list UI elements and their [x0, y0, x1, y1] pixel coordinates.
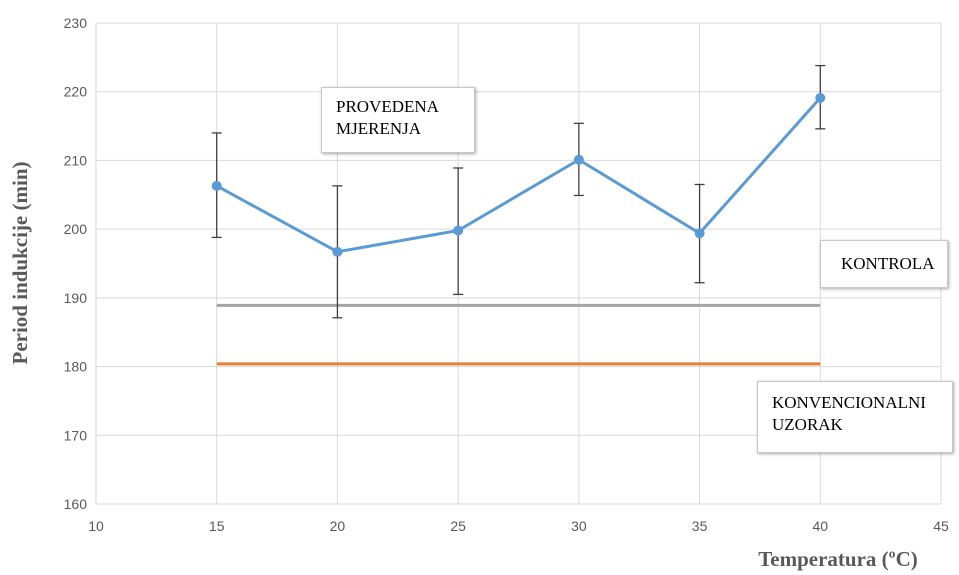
- measured-data-point: [815, 92, 826, 103]
- y-tick-label: 160: [64, 496, 88, 512]
- x-tick-label: 25: [450, 518, 466, 534]
- x-tick-label: 35: [692, 518, 708, 534]
- y-axis-ticks: 160 170 180 190 200 210 220 230: [64, 15, 88, 512]
- control-label: KONTROLA: [841, 254, 935, 273]
- x-axis-ticks: 10 15 20 25 30 35 40 45: [88, 518, 949, 534]
- x-tick-label: 30: [571, 518, 587, 534]
- measured-label-line2: MJERENJA: [336, 119, 422, 138]
- y-axis-title: Period indukcije (min): [8, 161, 32, 364]
- x-tick-label: 15: [209, 518, 225, 534]
- y-tick-label: 180: [64, 359, 88, 375]
- x-axis-title: Temperatura (ºC): [758, 547, 918, 571]
- conventional-label-line2: UZORAK: [772, 415, 843, 434]
- control-label-box: KONTROLA: [820, 240, 948, 288]
- x-tick-label: 40: [812, 518, 828, 534]
- x-tick-label: 10: [88, 518, 104, 534]
- conventional-label-line1: KONVENCIONALNI: [772, 393, 926, 412]
- y-tick-label: 200: [64, 221, 88, 237]
- conventional-label-box: KONVENCIONALNI UZORAK: [757, 381, 953, 453]
- measured-data-point: [332, 246, 343, 257]
- x-tick-label: 45: [933, 518, 949, 534]
- series-layer: [211, 64, 826, 366]
- measured-data-point: [211, 180, 222, 191]
- y-tick-label: 230: [64, 15, 88, 31]
- y-tick-label: 220: [64, 84, 88, 100]
- y-tick-label: 190: [64, 290, 88, 306]
- measured-label-line1: PROVEDENA: [336, 97, 439, 116]
- measured-data-point: [573, 154, 584, 165]
- y-tick-label: 210: [64, 152, 88, 168]
- measured-label-box: PROVEDENA MJERENJA: [321, 87, 475, 153]
- measured-data-point: [453, 225, 464, 236]
- x-tick-label: 20: [330, 518, 346, 534]
- measured-series-line: [215, 96, 822, 254]
- measured-data-point: [694, 228, 705, 239]
- y-tick-label: 170: [64, 427, 88, 443]
